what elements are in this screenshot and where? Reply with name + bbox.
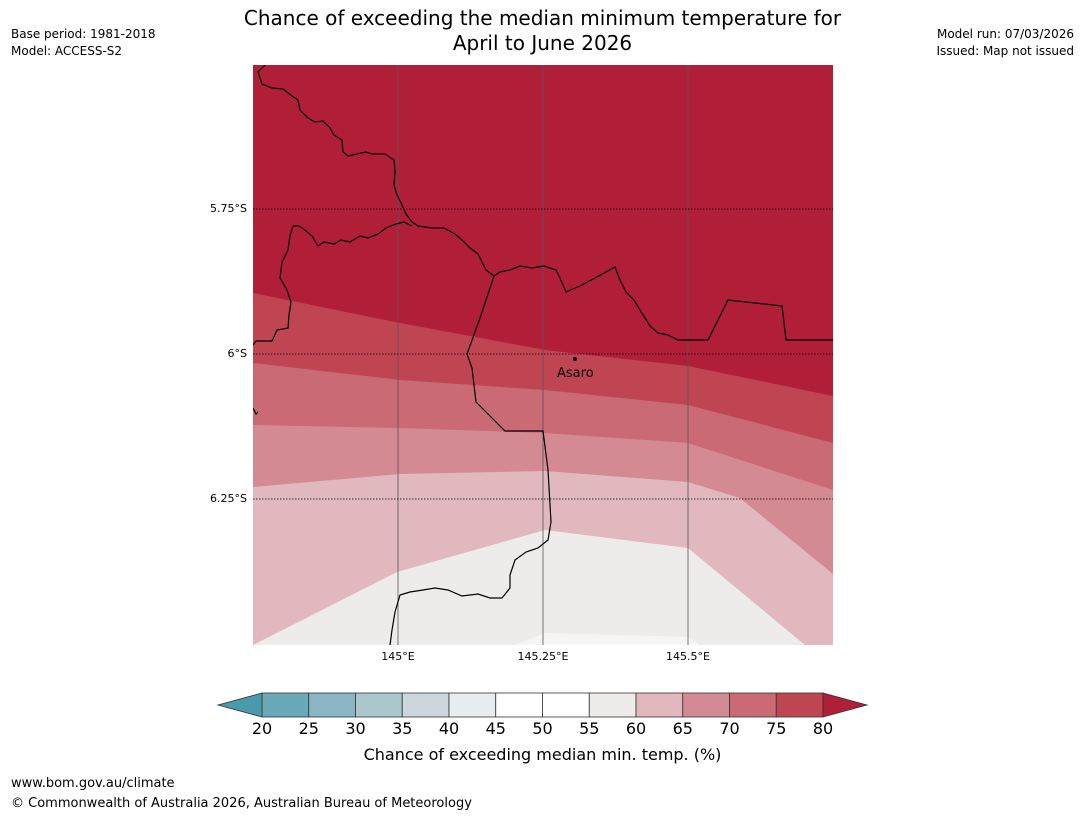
asaro-marker: [573, 357, 577, 361]
colorbar-tick-label: 45: [485, 719, 506, 738]
colorbar-swatch: [635, 692, 684, 718]
issued-status: Issued: Map not issued: [936, 44, 1074, 58]
colorbar-label: Chance of exceeding median min. temp. (%…: [363, 745, 722, 764]
colorbar-swatch: [682, 692, 730, 718]
lat-label-6: 6°S: [227, 347, 247, 360]
graticule: [253, 65, 833, 645]
province-boundaries: [253, 65, 833, 645]
boundary-west: [253, 221, 413, 346]
title-line-1: Chance of exceeding the median minimum t…: [243, 6, 842, 30]
title-line-2: April to June 2026: [452, 31, 633, 55]
lat-label-5-75: 5.75°S: [210, 202, 247, 215]
map-title: Chance of exceeding the median minimum t…: [0, 6, 1085, 56]
footer-url[interactable]: www.bom.gov.au/climate: [11, 776, 175, 791]
band-50-55: [515, 633, 700, 645]
colorbar-tick-label: 40: [438, 719, 460, 738]
model-name: Model: ACCESS-S2: [11, 44, 123, 58]
colorbar-swatch: [495, 692, 543, 718]
colorbar-tick-label: 25: [298, 719, 319, 738]
colorbar-tick-label: 70: [719, 719, 740, 738]
colorbar-tick-label: 55: [579, 719, 600, 738]
colorbar-swatch: [448, 692, 497, 718]
colorbar-tick-label: 35: [392, 719, 413, 738]
colorbar-tick-label: 75: [766, 719, 787, 738]
colorbar-swatch: [261, 692, 310, 718]
colorbar-swatch: [401, 692, 450, 718]
metadata-left: Base period: 1981-2018 Model: ACCESS-S2: [11, 26, 156, 60]
base-period: Base period: 1981-2018: [11, 27, 156, 41]
colorbar: [216, 692, 869, 718]
metadata-right: Model run: 07/03/2026 Issued: Map not is…: [936, 26, 1074, 60]
colorbar-extend-low: [216, 692, 263, 718]
boundary-north: [257, 65, 833, 341]
colorbar-swatch: [729, 692, 777, 718]
colorbar-tick-label: 60: [625, 719, 647, 738]
footer-copyright: © Commonwealth of Australia 2026, Austra…: [11, 796, 472, 811]
lon-label-145: 145°E: [381, 650, 415, 663]
colorbar-swatch: [542, 692, 590, 718]
model-run: Model run: 07/03/2026: [936, 27, 1074, 41]
forecast-map: [253, 65, 833, 645]
asaro-label: Asaro: [557, 366, 594, 381]
band-55-60: [253, 530, 805, 645]
lon-label-145-25: 145.25°E: [517, 650, 569, 663]
colorbar-swatch: [308, 692, 356, 718]
lat-label-6-25: 6.25°S: [210, 492, 247, 505]
colorbar-tick-label: 30: [345, 719, 366, 738]
colorbar-swatch: [588, 692, 637, 718]
lon-label-145-5: 145.5°E: [666, 650, 710, 663]
colorbar-extend-high: [822, 692, 869, 718]
colorbar-tick-label: 20: [251, 719, 273, 738]
colorbar-tick-label: 80: [812, 719, 834, 738]
colorbar-swatch: [355, 692, 403, 718]
colorbar-tick-label: 50: [532, 719, 553, 738]
colorbar-tick-label: 65: [672, 719, 693, 738]
colorbar-swatch: [775, 692, 824, 718]
boundary-edge-west: [253, 407, 259, 416]
boundary-central: [389, 275, 552, 645]
colorbar-swatches: [261, 692, 824, 718]
